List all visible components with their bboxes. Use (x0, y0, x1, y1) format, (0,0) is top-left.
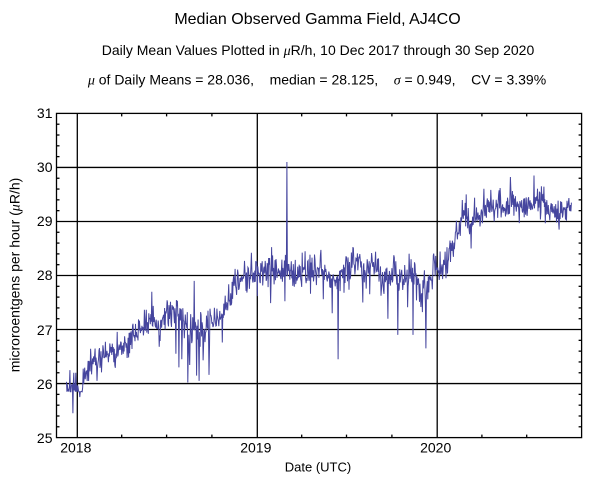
svg-text:Daily Mean Values Plotted in μ: Daily Mean Values Plotted in μR/h, 10 De… (102, 42, 535, 59)
svg-text:26: 26 (37, 376, 53, 392)
svg-text:31: 31 (37, 105, 53, 121)
svg-text:2020: 2020 (420, 440, 451, 456)
svg-text:29: 29 (37, 213, 53, 229)
svg-text:Median Observed Gamma Field, A: Median Observed Gamma Field, AJ4CO (174, 11, 460, 28)
svg-text:Date (UTC): Date (UTC) (285, 460, 351, 475)
svg-text:2019: 2019 (240, 440, 271, 456)
svg-text:microroentgens per hour (μR/h): microroentgens per hour (μR/h) (7, 178, 24, 373)
svg-text:30: 30 (37, 159, 53, 175)
svg-text:μ of Daily Means = 28.036,: μ of Daily Means = 28.036, median = 28.1… (87, 72, 546, 89)
svg-text:27: 27 (37, 322, 53, 338)
svg-text:2018: 2018 (60, 440, 91, 456)
svg-text:25: 25 (37, 430, 53, 446)
svg-text:28: 28 (37, 267, 53, 283)
